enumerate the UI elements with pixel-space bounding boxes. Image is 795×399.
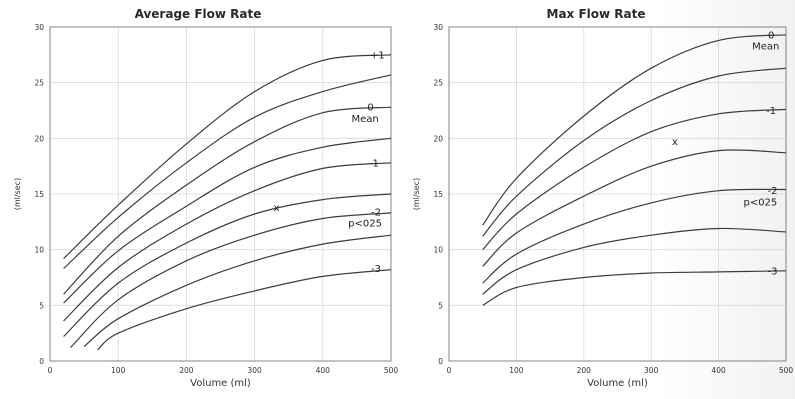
x-tick-label: 500 — [384, 366, 398, 375]
curve-label: -3 — [768, 266, 778, 277]
background-shade — [655, 0, 795, 399]
y-axis-label: (ml/sec) — [13, 178, 22, 210]
series-line — [482, 67, 787, 237]
curve-label: 0 — [768, 30, 774, 41]
curve-label: 0 — [367, 103, 373, 114]
x-tick-label: 400 — [711, 366, 726, 375]
series-line — [97, 269, 392, 351]
series-line — [63, 162, 392, 322]
series-line — [63, 74, 392, 270]
series-line — [482, 270, 787, 306]
y-tick-label: 30 — [34, 23, 44, 32]
chart-title: Max Flow Rate — [547, 7, 646, 21]
y-tick-label: 20 — [433, 134, 443, 143]
y-tick-label: 15 — [34, 190, 44, 199]
x-axis-label: Volume (ml) — [587, 378, 648, 389]
series-line — [63, 193, 392, 337]
y-tick-label: 25 — [34, 79, 44, 88]
x-tick-label: 100 — [509, 366, 524, 375]
series-line — [482, 149, 787, 267]
y-tick-label: 5 — [438, 301, 443, 310]
x-tick-label: 200 — [577, 366, 592, 375]
y-tick-label: 30 — [433, 23, 443, 32]
max-flow-rate-panel: Max Flow Rate 0 5 10 15 20 25 30 0 100 200 300 400 5… — [398, 0, 795, 399]
x-tick-label: 100 — [111, 366, 126, 375]
series-line — [482, 108, 787, 251]
curve-label: -2 — [768, 186, 778, 197]
x-tick-label: 0 — [48, 366, 53, 375]
x-tick-label: 300 — [247, 366, 262, 375]
series-line — [63, 137, 392, 304]
series-line — [482, 227, 787, 295]
series-line — [63, 106, 392, 295]
plot-frame — [448, 26, 787, 362]
x-axis-label: Volume (ml) — [190, 378, 251, 389]
x-tick-label: 500 — [779, 366, 794, 375]
curve-label: -1 — [766, 106, 776, 117]
average-flow-rate-panel: Average Flow Rate 0 5 10 15 20 25 30 0 100 200 300… — [13, 7, 398, 389]
y-tick-label: 10 — [34, 246, 44, 255]
y-tick-label: 0 — [438, 357, 443, 366]
x-tick-label: 400 — [316, 366, 331, 375]
series-line — [482, 188, 787, 284]
curve-label: -3 — [371, 264, 381, 275]
data-point-marker: x — [672, 137, 678, 148]
curve-label: p<025 — [348, 218, 382, 229]
curve-label: -2 — [371, 207, 381, 218]
y-axis-label: (ml/sec) — [412, 178, 421, 210]
chart-title: Average Flow Rate — [135, 7, 262, 21]
series-line — [70, 212, 392, 349]
data-point-marker: x — [273, 203, 279, 214]
series-line — [482, 34, 787, 226]
y-tick-label: 10 — [433, 246, 443, 255]
y-tick-label: 15 — [433, 190, 443, 199]
y-tick-label: 0 — [39, 357, 44, 366]
curve-label: Mean — [351, 114, 378, 125]
x-tick-label: 200 — [179, 366, 194, 375]
y-tick-label: 20 — [34, 134, 44, 143]
series-line — [83, 234, 392, 347]
x-tick-label: 0 — [447, 366, 452, 375]
x-tick-label: 300 — [644, 366, 659, 375]
curve-label: p<025 — [743, 197, 777, 208]
series-line — [63, 54, 392, 260]
curve-label: -1 — [369, 158, 379, 169]
y-tick-label: 25 — [433, 79, 443, 88]
y-tick-label: 5 — [39, 301, 44, 310]
curve-label: Mean — [752, 41, 779, 52]
curve-label: +1 — [370, 50, 385, 61]
